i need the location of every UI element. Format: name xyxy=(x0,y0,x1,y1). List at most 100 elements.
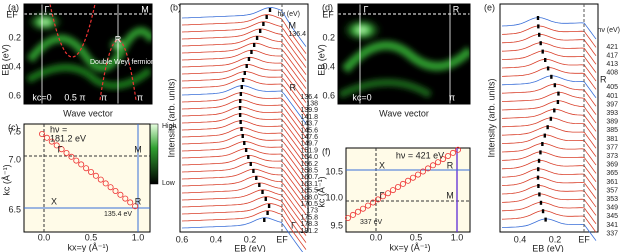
arpes-image-d xyxy=(338,4,470,104)
label: (e) xyxy=(484,2,495,12)
hv-label: 357 xyxy=(606,187,618,194)
edc-curve xyxy=(501,100,597,124)
peak-marker xyxy=(255,176,258,180)
peak-marker xyxy=(247,155,250,159)
edc-curve xyxy=(181,134,307,173)
point-label: Γ xyxy=(380,190,385,200)
peak-marker xyxy=(544,217,547,222)
axis-title: kx=y (Å⁻¹) xyxy=(67,242,108,252)
hv-label: 373 xyxy=(606,153,618,160)
point-marker xyxy=(112,187,119,194)
tick-label: 10.5 xyxy=(325,166,343,176)
edc-curve xyxy=(501,117,597,141)
edc-curve xyxy=(501,83,597,107)
point-marker xyxy=(63,149,70,156)
plot-frame-f xyxy=(345,147,471,233)
point-marker xyxy=(379,193,386,200)
peak-marker xyxy=(239,99,242,103)
edc-curve xyxy=(181,63,307,103)
hv-label: 160.7 xyxy=(300,174,318,181)
edc-curve xyxy=(501,151,597,174)
label: (c) xyxy=(8,122,19,132)
edc-curve xyxy=(501,159,597,183)
peak-marker xyxy=(541,142,544,146)
point-marker xyxy=(409,174,416,181)
hv-label: 165.5 xyxy=(300,188,318,195)
edc-curve xyxy=(181,106,307,145)
hv-label: 178.3 xyxy=(300,221,318,228)
edc-curve xyxy=(501,168,597,191)
tick-label: kc=0 xyxy=(352,92,371,102)
peak-marker xyxy=(255,36,259,40)
tick-label: 0.4 xyxy=(210,234,223,244)
edc-curve xyxy=(501,75,597,99)
point-marker xyxy=(434,159,441,166)
annotation: hν = xyxy=(50,124,67,134)
peak-marker xyxy=(546,125,549,130)
hv-label: 393 xyxy=(606,110,618,117)
point-label: R xyxy=(447,160,454,170)
edc-curve xyxy=(501,91,597,115)
point-marker xyxy=(364,202,371,209)
peak-marker xyxy=(261,190,264,194)
point-label: M xyxy=(446,190,454,200)
peak-marker xyxy=(544,58,547,62)
point-marker xyxy=(132,203,139,210)
edc-curve xyxy=(181,210,307,250)
point-marker xyxy=(78,161,85,168)
plot-frame-c xyxy=(23,123,151,233)
point-marker xyxy=(394,183,401,190)
peak-marker xyxy=(239,120,242,124)
peak-marker xyxy=(263,218,266,222)
point-marker xyxy=(359,205,366,212)
axis-title: EB (eV) xyxy=(316,44,326,76)
label: hν (eV) xyxy=(277,11,300,18)
hv-label: 141.8 xyxy=(300,114,318,121)
hv-label: 381 xyxy=(606,136,618,143)
tick-label: EF xyxy=(276,234,288,244)
peak-marker xyxy=(240,85,244,89)
peak-marker xyxy=(244,148,248,152)
point-marker xyxy=(449,149,456,156)
tick-label: EF xyxy=(578,234,590,244)
tick-label: 10.0 xyxy=(325,192,343,202)
hv-label: 147.6 xyxy=(300,134,318,141)
axis-title: kx=y (Å⁻¹) xyxy=(389,242,430,252)
tick-label: 0.5 xyxy=(85,232,98,242)
point-marker xyxy=(374,196,381,203)
edc-curve xyxy=(501,108,597,132)
annotation: 181.2 eV xyxy=(50,133,86,143)
point-label: R xyxy=(600,74,607,84)
point-marker xyxy=(43,134,50,141)
point-marker xyxy=(122,195,129,202)
point-marker xyxy=(107,184,114,191)
ef-label: EF xyxy=(6,9,18,19)
peak-marker xyxy=(245,64,248,68)
peak-marker xyxy=(537,24,540,29)
peak-marker xyxy=(536,16,540,20)
peak-marker xyxy=(262,22,265,26)
peak-marker xyxy=(538,32,541,37)
edc-curve xyxy=(501,33,597,57)
axis-title: Wave vector xyxy=(379,108,429,118)
edc-curve xyxy=(501,50,597,73)
axis-title: Intensity (arb. units) xyxy=(486,78,496,157)
peak-marker xyxy=(536,175,540,180)
label: (a) xyxy=(8,2,19,12)
edc-curve xyxy=(181,35,307,75)
tick-label: 0.2 xyxy=(8,32,21,42)
edc-curve xyxy=(501,176,597,199)
peak-marker xyxy=(541,209,545,214)
edc-curve xyxy=(181,99,307,138)
point-label: R xyxy=(115,34,122,44)
hv-label: 401 xyxy=(606,93,618,100)
point-marker xyxy=(73,157,80,164)
point-label: M xyxy=(141,4,149,14)
edc-curve xyxy=(501,58,597,82)
hv-label: 181.2 xyxy=(300,228,318,235)
hv-label: 149.7 xyxy=(300,141,318,148)
hv-label: 341 xyxy=(606,222,618,229)
hv-label: 145.6 xyxy=(300,127,318,134)
peak-marker xyxy=(249,162,252,166)
peak-marker xyxy=(553,83,557,88)
